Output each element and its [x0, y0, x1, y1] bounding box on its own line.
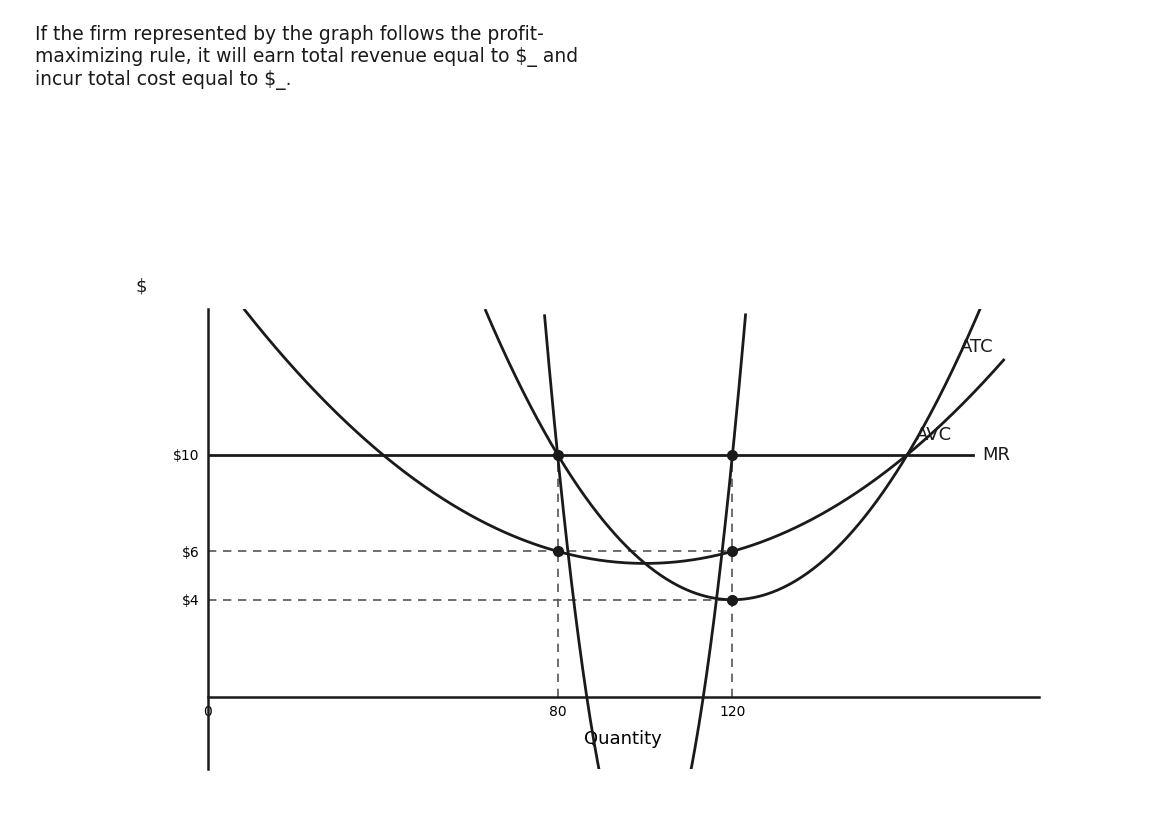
- Text: AVC: AVC: [916, 426, 952, 444]
- Text: $: $: [135, 278, 147, 296]
- Text: If the firm represented by the graph follows the profit-
maximizing rule, it wil: If the firm represented by the graph fol…: [35, 25, 578, 90]
- Text: ATC: ATC: [960, 338, 994, 356]
- Text: MR: MR: [982, 446, 1010, 463]
- X-axis label: Quantity: Quantity: [584, 730, 662, 748]
